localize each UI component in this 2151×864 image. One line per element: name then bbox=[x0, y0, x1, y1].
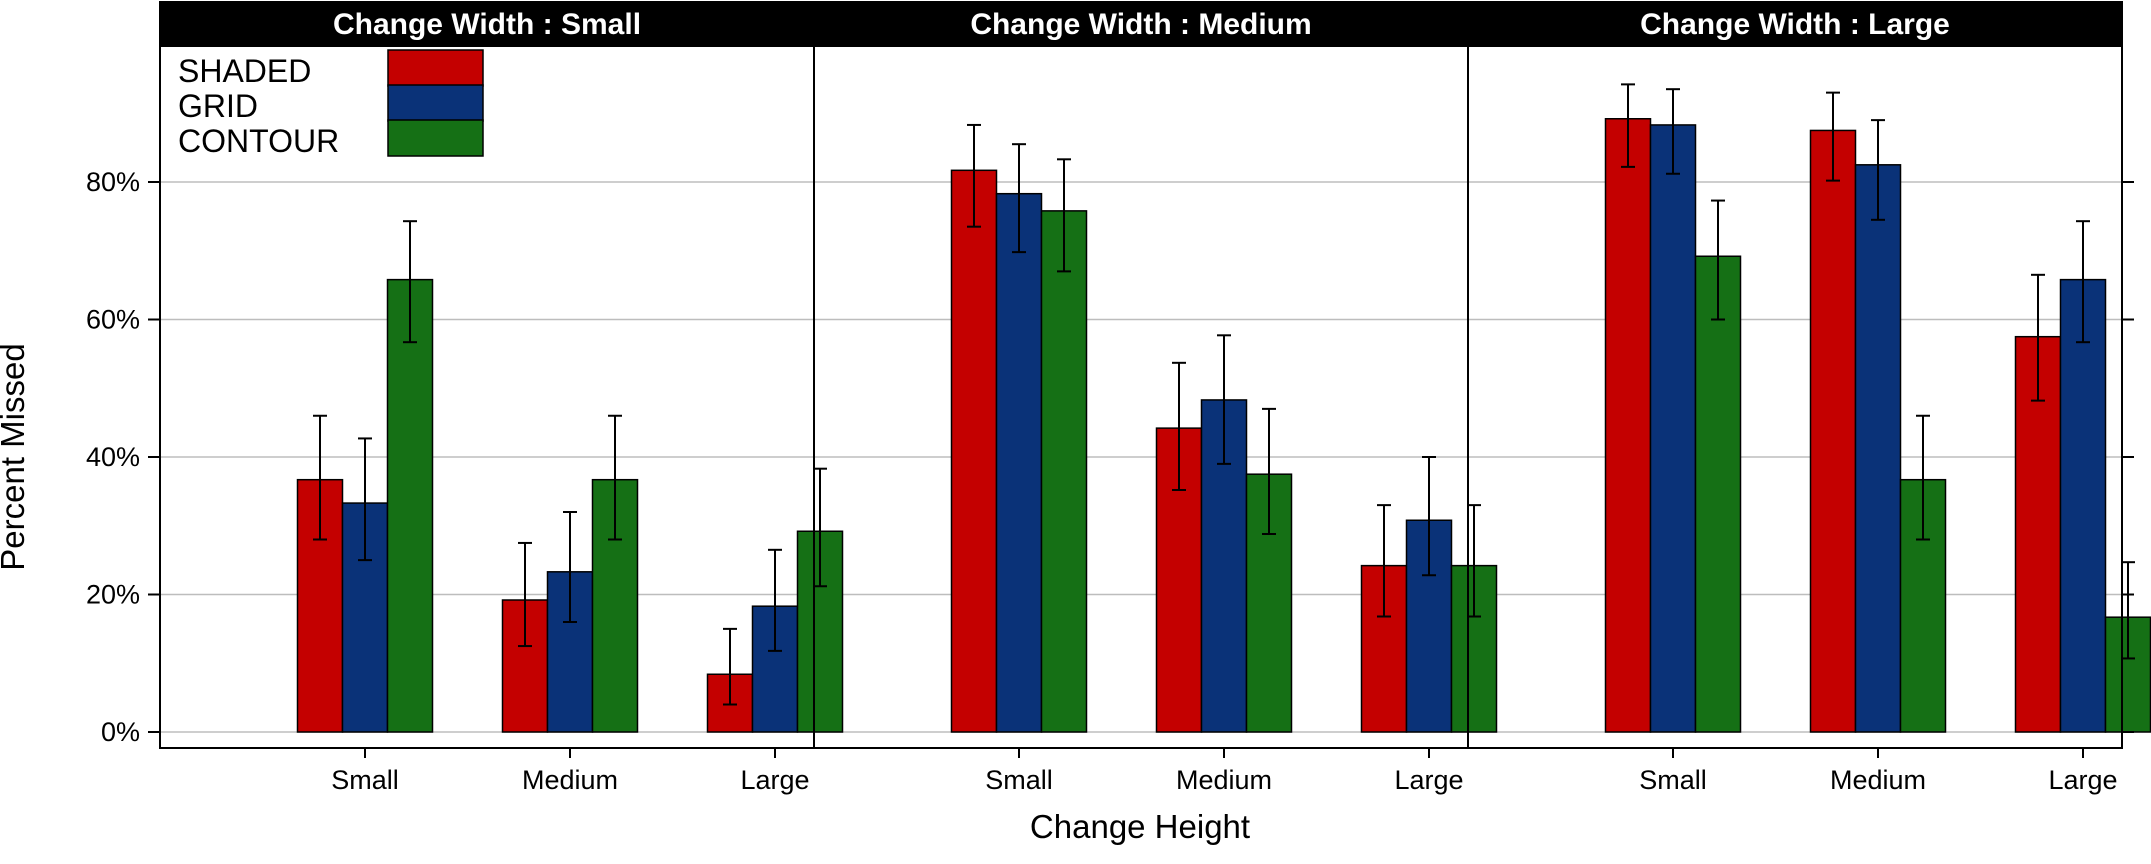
bar-contour-small bbox=[1042, 211, 1087, 732]
x-tick-label: Large bbox=[1394, 765, 1463, 795]
x-tick-label: Medium bbox=[1176, 765, 1272, 795]
bar-grid-small bbox=[997, 194, 1042, 732]
x-tick-label: Large bbox=[740, 765, 809, 795]
y-tick-label: 0% bbox=[101, 717, 140, 747]
panel-title: Change Width : Large bbox=[1640, 8, 1950, 41]
legend-label: GRID bbox=[178, 88, 258, 124]
x-tick-label: Large bbox=[2048, 765, 2117, 795]
legend-entry-grid: GRID bbox=[178, 85, 483, 124]
legend-entry-shaded: SHADED bbox=[178, 50, 483, 89]
bar-shaded-small bbox=[952, 170, 997, 732]
legend-swatch bbox=[388, 120, 483, 156]
bar-shaded-medium bbox=[1811, 130, 1856, 732]
x-tick-label: Small bbox=[1639, 765, 1707, 795]
bar-grid-large bbox=[2061, 280, 2106, 732]
bar-contour-small bbox=[1696, 256, 1741, 732]
y-tick-label: 80% bbox=[86, 167, 140, 197]
legend-label: CONTOUR bbox=[178, 123, 339, 159]
x-axis-label: Change Height bbox=[1030, 808, 1250, 845]
y-tick-label: 60% bbox=[86, 305, 140, 335]
x-tick-label: Small bbox=[331, 765, 399, 795]
legend-swatch bbox=[388, 85, 483, 121]
y-axis-label: Percent Missed bbox=[0, 343, 31, 570]
bar-contour-small bbox=[388, 280, 433, 732]
x-tick-label: Small bbox=[985, 765, 1053, 795]
panel-title: Change Width : Medium bbox=[970, 8, 1311, 41]
bar-grid-small bbox=[1651, 125, 1696, 732]
legend-label: SHADED bbox=[178, 53, 311, 89]
y-tick-label: 40% bbox=[86, 442, 140, 472]
panel-strips: Change Width : Small Change Width : Mediu… bbox=[160, 2, 2122, 46]
x-tick-label: Medium bbox=[522, 765, 618, 795]
legend-entry-contour: CONTOUR bbox=[178, 120, 483, 159]
panel-title: Change Width : Small bbox=[333, 8, 641, 41]
bar-shaded-small bbox=[1606, 119, 1651, 732]
x-tick-label: Medium bbox=[1830, 765, 1926, 795]
legend-swatch bbox=[388, 50, 483, 86]
bar-grid-medium bbox=[1856, 165, 1901, 732]
y-tick-label: 20% bbox=[86, 580, 140, 610]
